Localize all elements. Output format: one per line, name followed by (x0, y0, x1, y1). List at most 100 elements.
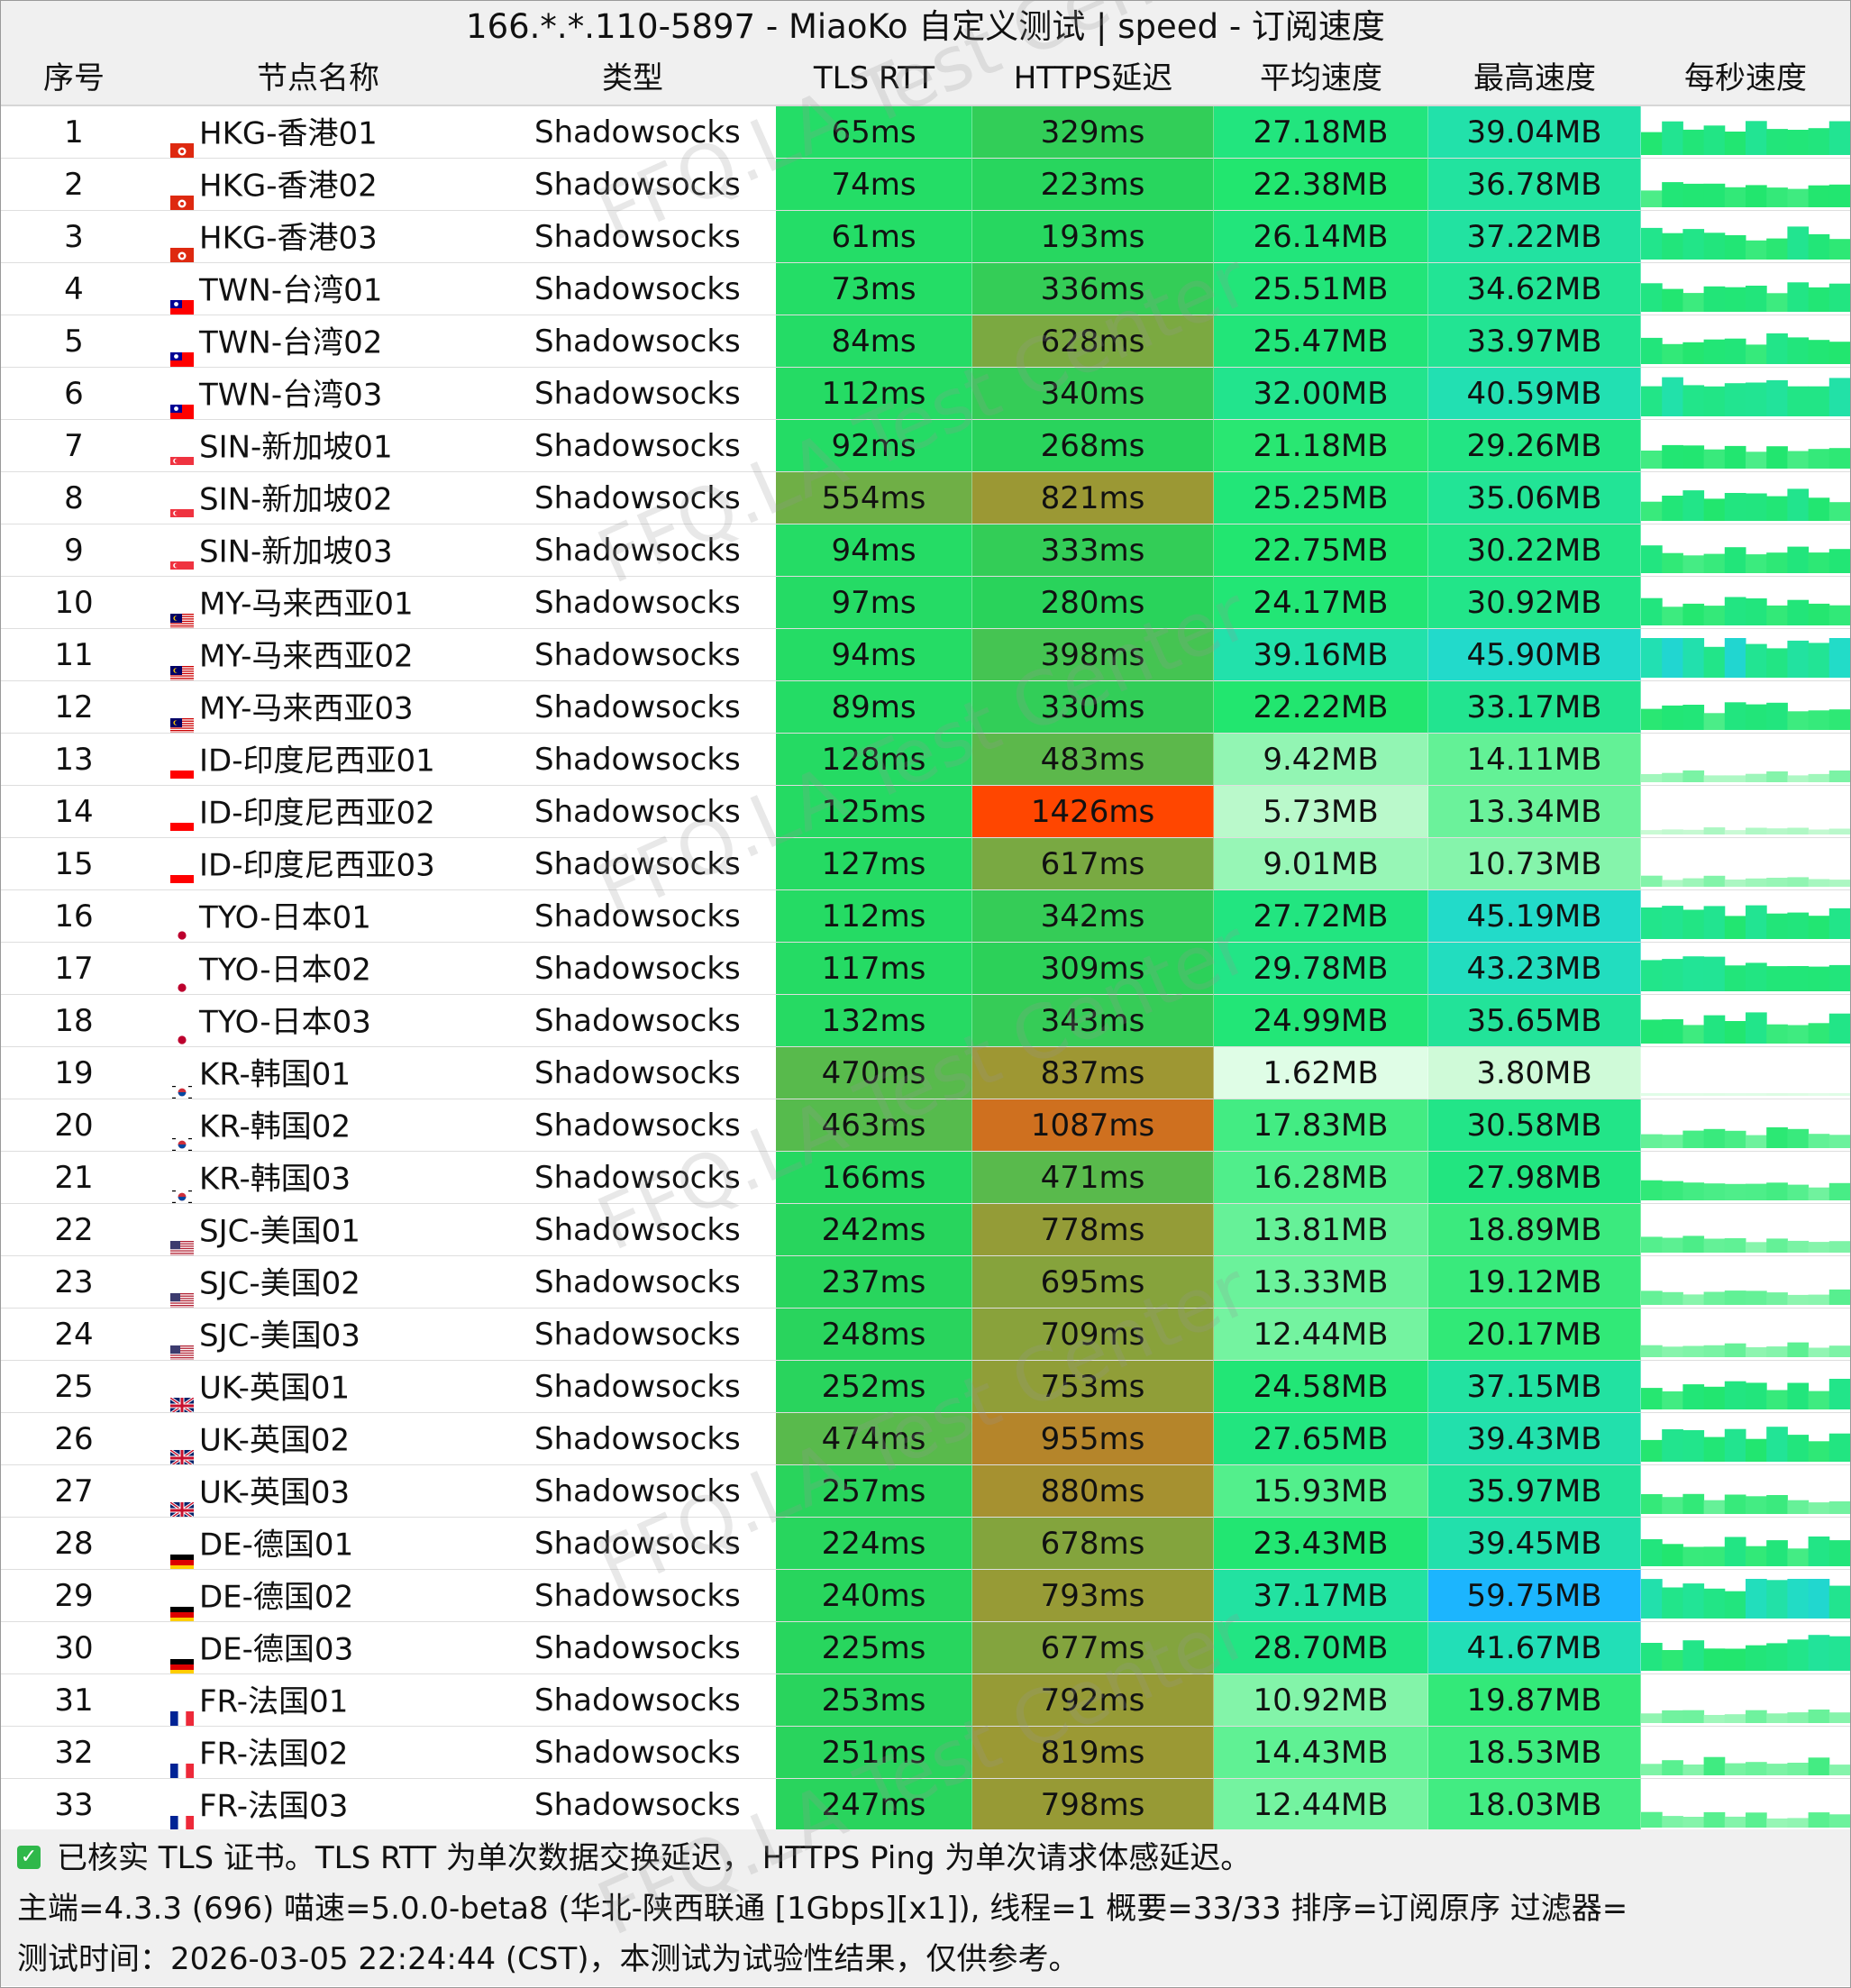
my-flag-icon (170, 646, 194, 680)
table-row[interactable]: 10 MY-马来西亚01 Shadowsocks 97ms 280ms 24.17MB 30… (1, 577, 1850, 629)
avg-speed-value: 39.16MB (1214, 629, 1428, 681)
sparkline-bar (1724, 1238, 1746, 1253)
table-row[interactable]: 30 DE-德国03 Shadowsocks 225ms 677ms 28.70MB 41.… (1, 1622, 1850, 1674)
window-title: 166.*.*.110-5897 - MiaoKo 自定义测试 | speed … (1, 1, 1850, 52)
table-row[interactable]: 5 TWN-台湾02 Shadowsocks 84ms 628ms 25.47MB 33.9… (1, 315, 1850, 368)
node-name-cell: SIN-新加坡02 (147, 472, 489, 524)
sparkline-bar (1703, 1238, 1726, 1253)
table-row[interactable]: 26 UK-英国02 Shadowsocks 474ms 955ms 27.65MB 39.… (1, 1413, 1850, 1465)
table-row[interactable]: 21 KR-韩国03 Shadowsocks 166ms 471ms 16.28MB 27.… (1, 1152, 1850, 1204)
column-header-per-second[interactable]: 每秒速度 (1684, 60, 1807, 96)
column-header-avg-speed[interactable]: 平均速度 (1260, 60, 1382, 96)
table-row[interactable]: 18 TYO-日本03 Shadowsocks 132ms 343ms 24.99MB 35… (1, 995, 1850, 1047)
fr-flag-icon (170, 1744, 194, 1778)
https-latency-value: 333ms (972, 524, 1214, 577)
table-row[interactable]: 16 TYO-日本01 Shadowsocks 112ms 342ms 27.72MB 45… (1, 890, 1850, 943)
table-row[interactable]: 15 ID-印度尼西亚03 Shadowsocks 127ms 617ms 9.01MB 1… (1, 838, 1850, 890)
kr-flag-icon (170, 1064, 194, 1099)
sparkline-bar (1703, 125, 1726, 155)
table-row[interactable]: 9 SIN-新加坡03 Shadowsocks 94ms 333ms 22.75MB 30.… (1, 524, 1850, 577)
node-type-cell: Shadowsocks (489, 524, 776, 577)
table-row[interactable]: 8 SIN-新加坡02 Shadowsocks 554ms 821ms 25.25MB 35… (1, 472, 1850, 524)
table-row[interactable]: 23 SJC-美国02 Shadowsocks 237ms 695ms 13.33MB 19… (1, 1256, 1850, 1309)
sparkline-bar (1746, 598, 1767, 625)
sparkline-bar (1828, 828, 1850, 834)
sparkline-bar (1703, 1588, 1726, 1619)
column-header-max-speed[interactable]: 最高速度 (1473, 60, 1596, 96)
table-row[interactable]: 24 SJC-美国03 Shadowsocks 248ms 709ms 12.44MB 20… (1, 1309, 1850, 1361)
table-row[interactable]: 2 HKG-香港02 Shadowsocks 74ms 223ms 22.38MB 36.7… (1, 159, 1850, 211)
row-index: 11 (1, 629, 147, 681)
https-latency-value: 330ms (972, 681, 1214, 734)
table-row[interactable]: 22 SJC-美国01 Shadowsocks 242ms 778ms 13.81MB 18… (1, 1204, 1850, 1256)
table-row[interactable]: 29 DE-德国02 Shadowsocks 240ms 793ms 37.17MB 59.… (1, 1570, 1850, 1622)
tw-flag-icon (170, 280, 194, 315)
table-row[interactable]: 6 TWN-台湾03 Shadowsocks 112ms 340ms 32.00MB 40.… (1, 368, 1850, 420)
column-header-type[interactable]: 类型 (602, 60, 663, 96)
sparkline-bar (1787, 488, 1810, 521)
node-name: TYO-日本03 (199, 1004, 371, 1041)
row-index: 10 (1, 577, 147, 629)
column-header-tls-rtt[interactable]: TLS RTT (813, 60, 935, 96)
node-type: Shadowsocks (534, 1160, 741, 1196)
https-latency-value: 880ms (972, 1465, 1214, 1518)
table-row[interactable]: 27 UK-英国03 Shadowsocks 257ms 880ms 15.93MB 35.… (1, 1465, 1850, 1518)
sparkline-bar (1746, 773, 1767, 782)
sparkline-bar (1746, 1812, 1767, 1828)
sparkline-bar (1808, 1635, 1830, 1671)
https-latency-value: 709ms (972, 1309, 1214, 1361)
sparkline-bar (1766, 1390, 1788, 1409)
sparkline-bar (1682, 129, 1705, 155)
table-row[interactable]: 3 HKG-香港03 Shadowsocks 61ms 193ms 26.14MB 37.2… (1, 211, 1850, 263)
column-header-https[interactable]: HTTPS延迟 (1013, 60, 1173, 96)
table-row[interactable]: 17 TYO-日本02 Shadowsocks 117ms 309ms 29.78MB 43… (1, 943, 1850, 995)
table-row[interactable]: 4 TWN-台湾01 Shadowsocks 73ms 336ms 25.51MB 34.6… (1, 263, 1850, 315)
table-row[interactable]: 20 KR-韩国02 Shadowsocks 463ms 1087ms 17.83MB 30… (1, 1099, 1850, 1152)
column-header-name[interactable]: 节点名称 (257, 60, 379, 96)
row-index: 31 (1, 1674, 147, 1727)
node-type-cell: Shadowsocks (489, 1047, 776, 1099)
table-row[interactable]: 12 MY-马来西亚03 Shadowsocks 89ms 330ms 22.22MB 33… (1, 681, 1850, 734)
sparkline-bar (1641, 1388, 1663, 1409)
https-latency-value: 821ms (972, 472, 1214, 524)
node-type-cell: Shadowsocks (489, 1779, 776, 1831)
per-second-sparkline (1641, 106, 1850, 159)
table-row[interactable]: 33 FR-法国03 Shadowsocks 247ms 798ms 12.44MB 18.… (1, 1779, 1850, 1831)
table-row[interactable]: 19 KR-韩国01 Shadowsocks 470ms 837ms 1.62MB 3.80… (1, 1047, 1850, 1099)
sparkline-bar (1746, 1093, 1767, 1096)
sparkline-bar (1703, 827, 1726, 834)
sparkline-bar (1766, 878, 1788, 887)
table-row[interactable]: 31 FR-法国01 Shadowsocks 253ms 792ms 10.92MB 19.… (1, 1674, 1850, 1727)
sparkline-bar (1703, 553, 1726, 573)
column-header-index[interactable]: 序号 (43, 60, 105, 96)
table-row[interactable]: 11 MY-马来西亚02 Shadowsocks 94ms 398ms 39.16MB 45… (1, 629, 1850, 681)
sparkline-bar (1641, 1236, 1663, 1253)
node-name: UK-英国03 (199, 1474, 351, 1511)
sparkline-bar (1808, 1391, 1830, 1409)
sparkline-bar (1662, 1019, 1683, 1044)
table-row[interactable]: 28 DE-德国01 Shadowsocks 224ms 678ms 23.43MB 39.… (1, 1518, 1850, 1570)
tls-rtt-value: 97ms (776, 577, 972, 629)
node-type: Shadowsocks (534, 167, 741, 203)
sparkline-bar (1662, 1760, 1683, 1775)
per-second-sparkline (1641, 368, 1850, 420)
node-type-cell: Shadowsocks (489, 629, 776, 681)
table-row[interactable]: 25 UK-英国01 Shadowsocks 252ms 753ms 24.58MB 37.… (1, 1361, 1850, 1413)
sparkline-bar (1724, 1093, 1746, 1096)
https-latency-value: 617ms (972, 838, 1214, 890)
sparkline-bar (1828, 1135, 1850, 1148)
sparkline-bar (1746, 643, 1767, 678)
my-flag-icon (170, 594, 194, 628)
sparkline-bar (1787, 1093, 1810, 1096)
table-row[interactable]: 32 FR-法国02 Shadowsocks 251ms 819ms 14.43MB 18.… (1, 1727, 1850, 1779)
sparkline-bar (1828, 1093, 1850, 1096)
table-row[interactable]: 14 ID-印度尼西亚02 Shadowsocks 125ms 1426ms 5.73MB… (1, 786, 1850, 838)
table-row[interactable]: 1 HKG-香港01 Shadowsocks 65ms 329ms 27.18MB 39.0… (1, 106, 1850, 159)
sparkline-bar (1746, 1710, 1767, 1723)
node-type-cell: Shadowsocks (489, 577, 776, 629)
node-type-cell: Shadowsocks (489, 1727, 776, 1779)
per-second-sparkline (1641, 1570, 1850, 1622)
table-row[interactable]: 13 ID-印度尼西亚01 Shadowsocks 128ms 483ms 9.42MB 1… (1, 734, 1850, 786)
node-type: Shadowsocks (534, 1003, 741, 1039)
table-row[interactable]: 7 SIN-新加坡01 Shadowsocks 92ms 268ms 21.18MB 29.… (1, 420, 1850, 472)
